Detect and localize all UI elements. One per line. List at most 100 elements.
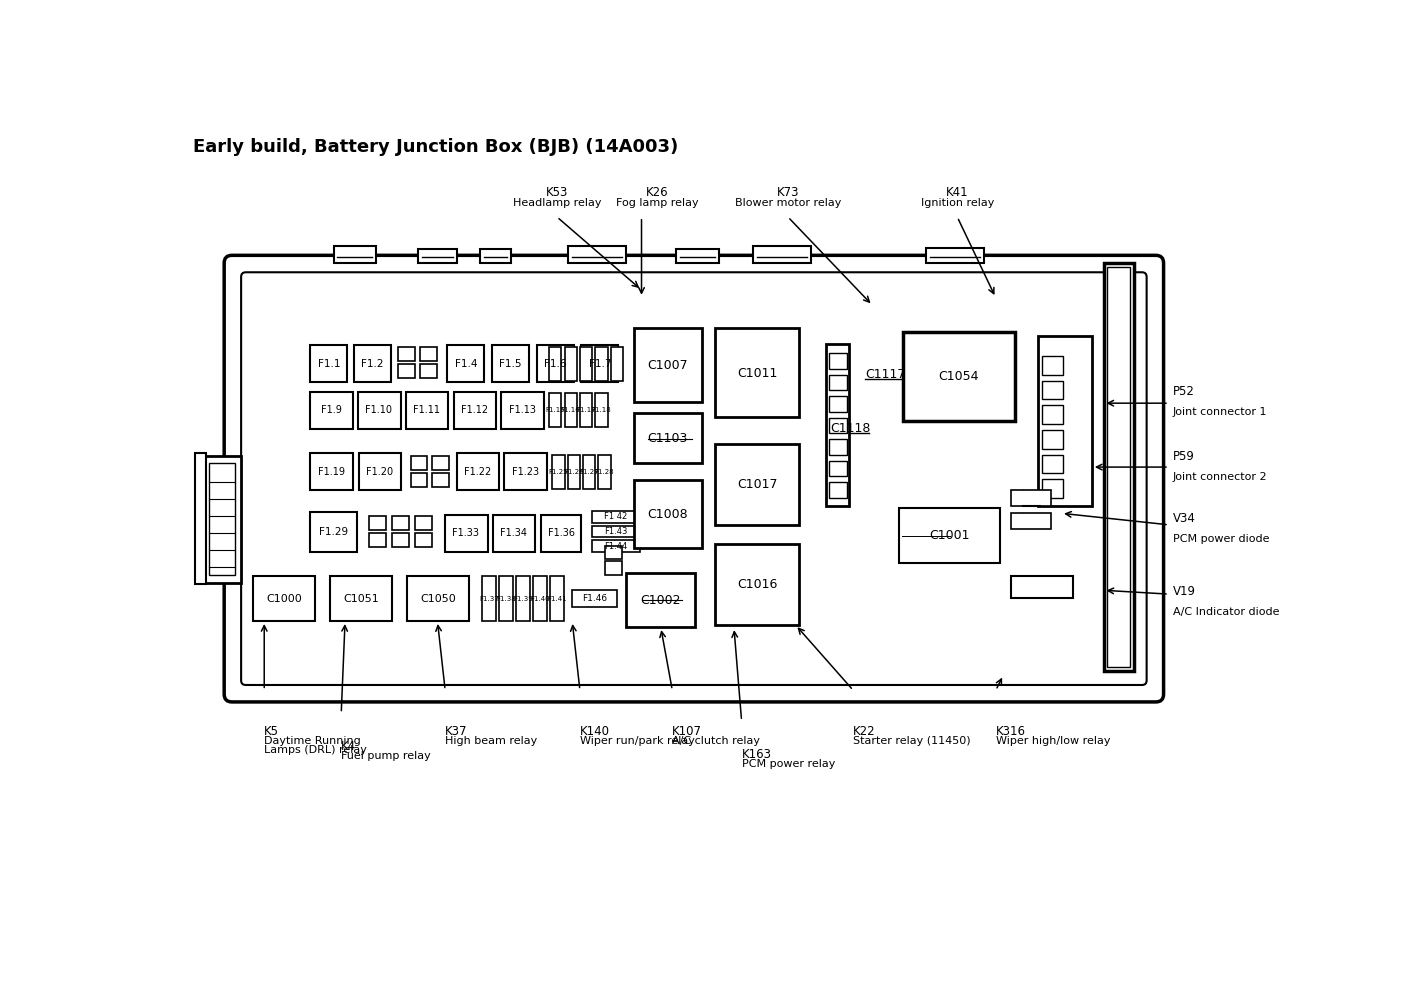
Bar bbox=[353, 345, 390, 382]
Bar bbox=[829, 375, 848, 390]
Bar bbox=[391, 534, 408, 548]
Bar bbox=[1042, 356, 1063, 375]
Bar bbox=[829, 353, 848, 368]
Text: C1001: C1001 bbox=[929, 529, 970, 542]
Bar bbox=[1104, 263, 1135, 672]
Bar bbox=[583, 454, 596, 489]
Bar bbox=[634, 480, 701, 548]
Text: Starter relay (11450): Starter relay (11450) bbox=[853, 736, 972, 746]
Text: F1.11: F1.11 bbox=[413, 405, 441, 415]
Bar bbox=[593, 541, 641, 552]
Text: K163: K163 bbox=[742, 748, 772, 761]
Text: F1.10: F1.10 bbox=[366, 405, 393, 415]
Text: F1 42: F1 42 bbox=[604, 512, 628, 521]
FancyBboxPatch shape bbox=[241, 272, 1146, 685]
Text: High beam relay: High beam relay bbox=[445, 736, 538, 746]
Text: F1.38: F1.38 bbox=[496, 596, 515, 602]
Text: F1.16: F1.16 bbox=[560, 407, 580, 413]
Text: Headlamp relay: Headlamp relay bbox=[513, 198, 601, 208]
Bar bbox=[634, 414, 701, 463]
Bar bbox=[676, 249, 718, 263]
Bar bbox=[565, 347, 577, 381]
Text: F1.18: F1.18 bbox=[591, 407, 611, 413]
Text: PCM power relay: PCM power relay bbox=[742, 759, 835, 769]
Bar bbox=[829, 396, 848, 412]
Bar bbox=[407, 576, 469, 621]
Bar bbox=[1042, 381, 1063, 400]
Bar bbox=[715, 544, 800, 625]
Bar bbox=[310, 512, 356, 552]
Text: F1.13: F1.13 bbox=[508, 405, 535, 415]
Bar bbox=[415, 534, 432, 548]
Text: C1050: C1050 bbox=[421, 594, 456, 604]
Text: Blower motor relay: Blower motor relay bbox=[735, 198, 841, 208]
Bar bbox=[369, 517, 386, 530]
Bar bbox=[1042, 479, 1063, 498]
Text: C1051: C1051 bbox=[344, 594, 379, 604]
Text: C1017: C1017 bbox=[736, 478, 777, 491]
Bar bbox=[611, 347, 624, 381]
Text: C1103: C1103 bbox=[648, 433, 689, 445]
Bar bbox=[411, 456, 428, 470]
Bar bbox=[369, 534, 386, 548]
Text: C1011: C1011 bbox=[736, 367, 777, 380]
Bar bbox=[596, 347, 608, 381]
Text: F1.29: F1.29 bbox=[320, 527, 348, 537]
Bar bbox=[359, 453, 401, 490]
FancyBboxPatch shape bbox=[224, 255, 1163, 702]
Bar bbox=[398, 364, 415, 378]
Bar bbox=[549, 393, 562, 427]
Bar bbox=[627, 573, 696, 627]
Bar bbox=[926, 248, 984, 263]
Text: F1.6: F1.6 bbox=[543, 359, 566, 369]
Bar bbox=[567, 454, 580, 489]
Bar bbox=[829, 461, 848, 476]
Bar bbox=[420, 347, 436, 361]
Text: F1.39: F1.39 bbox=[513, 596, 532, 602]
Text: A/C clutch relay: A/C clutch relay bbox=[673, 736, 760, 746]
Bar bbox=[552, 454, 565, 489]
Text: Fog lamp relay: Fog lamp relay bbox=[615, 198, 698, 208]
Text: Wiper high/low relay: Wiper high/low relay bbox=[995, 736, 1111, 746]
Text: F1.7: F1.7 bbox=[589, 359, 611, 369]
Text: A/C Indicator diode: A/C Indicator diode bbox=[1173, 607, 1280, 617]
Bar bbox=[493, 345, 529, 382]
Text: K5: K5 bbox=[265, 725, 279, 738]
Text: C1118: C1118 bbox=[831, 422, 870, 435]
Text: F1.40: F1.40 bbox=[529, 596, 549, 602]
Text: Daytime Running: Daytime Running bbox=[265, 736, 360, 746]
Text: F1.20: F1.20 bbox=[366, 466, 393, 477]
Bar bbox=[829, 482, 848, 498]
Bar bbox=[829, 439, 848, 454]
Text: F1.23: F1.23 bbox=[511, 466, 539, 477]
Bar bbox=[310, 392, 353, 429]
Text: F1.4: F1.4 bbox=[455, 359, 477, 369]
Bar bbox=[253, 576, 315, 621]
Bar bbox=[310, 345, 348, 382]
Bar bbox=[826, 344, 849, 506]
Text: Wiper run/park relay: Wiper run/park relay bbox=[580, 736, 694, 746]
Text: C1002: C1002 bbox=[641, 594, 681, 607]
Bar bbox=[411, 473, 428, 487]
Text: PCM power diode: PCM power diode bbox=[1173, 534, 1270, 544]
Text: K316: K316 bbox=[995, 725, 1025, 738]
Text: P52: P52 bbox=[1173, 385, 1195, 398]
Text: F1.15: F1.15 bbox=[545, 407, 565, 413]
Text: F1.22: F1.22 bbox=[463, 466, 491, 477]
Text: F1.26: F1.26 bbox=[565, 468, 583, 475]
Text: K73: K73 bbox=[777, 186, 800, 199]
Text: F1.19: F1.19 bbox=[318, 466, 345, 477]
Bar bbox=[582, 345, 618, 382]
Bar bbox=[1011, 490, 1052, 506]
Bar bbox=[593, 526, 641, 537]
Bar bbox=[208, 463, 235, 575]
Bar bbox=[398, 347, 415, 361]
Bar bbox=[596, 393, 608, 427]
Bar bbox=[715, 444, 800, 525]
Text: C1016: C1016 bbox=[736, 578, 777, 591]
Bar bbox=[498, 576, 513, 621]
Text: K37: K37 bbox=[445, 725, 467, 738]
Bar bbox=[604, 546, 621, 559]
Text: Ignition relay: Ignition relay bbox=[921, 198, 994, 208]
Text: C1054: C1054 bbox=[939, 370, 979, 384]
